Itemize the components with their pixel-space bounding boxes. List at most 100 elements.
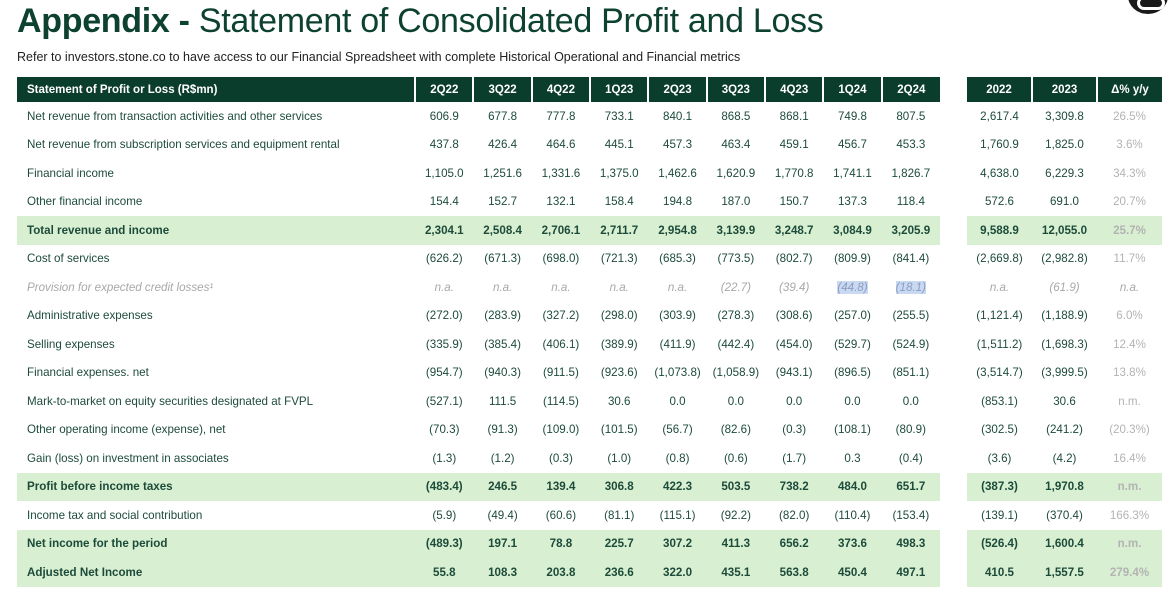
annual-value: 9,588.9 <box>967 216 1032 245</box>
quarter-value-cell: 868.1 <box>765 102 823 131</box>
title-bold: Appendix - <box>17 2 190 40</box>
quarter-value-cell: (255.5) <box>882 302 940 331</box>
quarter-value-cell: 422.3 <box>648 472 707 501</box>
quarter-value: 435.1 <box>721 565 751 579</box>
quarter-value-cell: (44.8) <box>823 273 881 302</box>
annual-value: (3,514.7) <box>976 366 1023 380</box>
quarter-value: (671.3) <box>484 252 521 266</box>
quarter-value: (327.2) <box>542 309 580 323</box>
quarter-column-header: 2Q22 <box>414 77 474 102</box>
quarter-value: n.a. <box>667 280 688 294</box>
quarter-value-cell: (18.1) <box>882 273 940 302</box>
quarter-value-cell: 0.0 <box>823 387 881 416</box>
quarter-value-cell: (943.1) <box>765 359 823 388</box>
quarter-value: 152.7 <box>488 195 518 209</box>
quarter-value: 733.1 <box>604 109 634 123</box>
quarter-value-cell: (773.5) <box>707 245 765 274</box>
quarter-value: 78.8 <box>549 537 573 551</box>
quarter-value: 456.7 <box>837 138 867 152</box>
page-subtitle: Refer to investors.stone.co to have acce… <box>17 50 741 64</box>
quarter-value: (56.7) <box>662 423 693 437</box>
table-row: Net income for the period (489.3) 197.1 78.… <box>17 529 940 558</box>
quarter-value-cell: 777.8 <box>532 102 590 131</box>
table-row: Administrative expenses (272.0) (283.9) (32… <box>17 302 940 331</box>
quarter-value-cell: 55.8 <box>415 558 474 587</box>
quarter-value-cell: (91.3) <box>473 416 531 445</box>
quarter-value-cell: 606.9 <box>415 102 473 131</box>
quarter-column-header: 4Q22 <box>530 77 591 102</box>
label-column-header: Statement of Profit or Loss (R$mn) <box>17 77 416 102</box>
quarter-value-cell: (5.9) <box>415 501 473 530</box>
quarter-value-cell: (671.3) <box>473 245 531 274</box>
quarter-value-cell: (896.5) <box>823 359 881 388</box>
quarter-value-cell: (335.9) <box>415 330 473 359</box>
quarter-value: 840.1 <box>663 109 693 123</box>
table-row: n.a. (61.9) n.a. <box>967 273 1162 302</box>
quarter-value-cell: 426.4 <box>473 131 531 160</box>
quarter-value-cell: (272.0) <box>415 302 473 331</box>
quarter-value: 154.4 <box>429 195 459 209</box>
quarter-value: 445.1 <box>604 138 634 152</box>
quarter-value-cell: 445.1 <box>590 131 648 160</box>
quarter-value: (5.9) <box>432 508 457 522</box>
quarter-value-cell: (110.4) <box>823 501 881 530</box>
quarter-value: (1.0) <box>607 451 632 465</box>
quarter-value: (308.6) <box>775 309 813 323</box>
quarter-value-cell: (841.4) <box>882 245 940 274</box>
quarter-value-cell: 2,711.7 <box>590 216 649 245</box>
quarter-value-cell: (0.6) <box>707 444 765 473</box>
quarter-value: (49.4) <box>487 508 518 522</box>
quarter-value: (283.9) <box>484 309 521 323</box>
table-row: (3.6) (4.2) 16.4% <box>967 444 1162 473</box>
quarter-value-cell: (1,058.9) <box>707 359 765 388</box>
table-row: 9,588.9 12,055.0 25.7% <box>967 216 1162 245</box>
quarter-value-cell: 1,620.9 <box>707 159 765 188</box>
quarter-value-cell: (1.0) <box>590 444 648 473</box>
quarter-value: (255.5) <box>892 309 930 323</box>
quarter-value-cell: 435.1 <box>706 558 766 587</box>
annual-value: (3.6) <box>987 451 1012 465</box>
quarter-value: 0.0 <box>786 394 803 408</box>
quarter-value-cell: n.a. <box>648 273 706 302</box>
company-logo <box>1128 0 1168 14</box>
quarter-value-cell: (454.0) <box>765 330 823 359</box>
quarter-value-cell: (524.9) <box>882 330 940 359</box>
quarter-value-cell: (49.4) <box>473 501 531 530</box>
row-label: Income tax and social contribution <box>27 508 203 522</box>
quarter-value: (524.9) <box>892 337 930 351</box>
quarter-value-cell: (283.9) <box>473 302 531 331</box>
quarter-value-cell: n.a. <box>415 273 473 302</box>
quarter-value-cell: 463.4 <box>707 131 765 160</box>
row-label: Gain (loss) on investment in associates <box>27 451 229 465</box>
quarter-value: 203.8 <box>546 565 576 579</box>
quarter-value: 677.8 <box>488 109 518 123</box>
quarter-value: 1,741.1 <box>833 166 872 180</box>
table-row: Provision for expected credit losses¹ n.a… <box>17 273 940 302</box>
quarter-value: (335.9) <box>425 337 463 351</box>
quarter-value-cell: 738.2 <box>765 472 824 501</box>
quarterly-header-row: Statement of Profit or Loss (R$mn) 2Q22 3Q… <box>17 77 940 102</box>
table-row: (2,669.8) (2,982.8) 11.7% <box>967 245 1162 274</box>
quarter-value-cell: (327.2) <box>532 302 590 331</box>
quarter-value-cell: 456.7 <box>823 131 881 160</box>
quarter-value-cell: 118.4 <box>882 188 940 217</box>
quarter-value-cell: n.a. <box>590 273 648 302</box>
annual-value: 1,825.0 <box>1045 138 1084 152</box>
yoy-change-value: n.a. <box>1119 280 1140 294</box>
quarter-value: (940.3) <box>484 366 521 380</box>
quarter-value-cell: 2,304.1 <box>415 216 474 245</box>
table-row: Other financial income 154.4 152.7 132.1 158… <box>17 188 940 217</box>
quarter-column-header: 2Q23 <box>647 77 707 102</box>
quarter-value-cell: (954.7) <box>415 359 473 388</box>
quarter-value-cell: (70.3) <box>415 416 473 445</box>
annual-value: (853.1) <box>981 394 1018 408</box>
quarter-value: 1,826.7 <box>891 166 931 180</box>
quarter-value-cell: (92.2) <box>707 501 765 530</box>
row-label: Financial expenses. net <box>27 366 149 380</box>
quarter-value: 411.3 <box>721 537 751 551</box>
yoy-change-value: n.m. <box>1097 472 1162 501</box>
quarter-value-cell: 108.3 <box>473 558 532 587</box>
annual-value: 410.5 <box>967 558 1032 587</box>
quarter-value-cell: 484.0 <box>823 472 882 501</box>
annual-value: n.a. <box>989 280 1010 294</box>
